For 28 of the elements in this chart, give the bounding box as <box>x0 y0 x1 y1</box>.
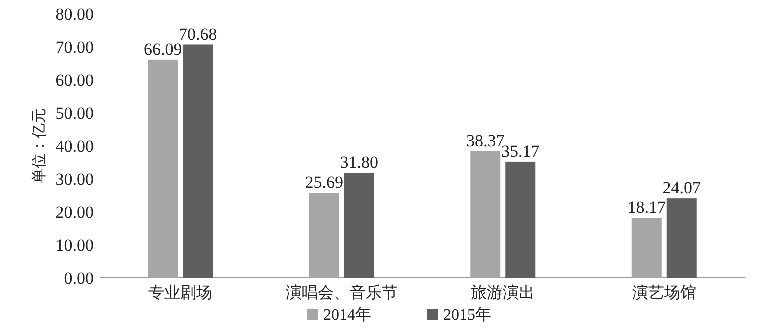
bar <box>344 173 374 278</box>
y-axis-title: 单位：亿元 <box>31 108 48 184</box>
y-tick-label: 60.00 <box>56 71 94 90</box>
y-tick-label: 40.00 <box>56 137 94 156</box>
bar <box>506 162 536 278</box>
x-tick-label: 演唱会、音乐节 <box>286 284 398 302</box>
data-label: 18.17 <box>628 198 666 218</box>
legend-label: 2015年 <box>444 307 492 324</box>
bar <box>632 218 662 278</box>
data-label: 25.69 <box>305 173 344 192</box>
bar <box>666 198 697 278</box>
y-tick-label: 30.00 <box>56 170 94 189</box>
y-tick-label: 10.00 <box>56 236 94 255</box>
bar <box>309 193 340 278</box>
legend-label: 2014年 <box>324 307 372 324</box>
y-tick-label: 80.00 <box>56 5 94 24</box>
bar <box>148 60 178 278</box>
data-label: 24.07 <box>662 178 702 198</box>
bar <box>470 151 501 278</box>
data-label: 31.80 <box>340 153 378 172</box>
y-tick-label: 0.00 <box>64 269 94 288</box>
x-tick-label: 演艺场馆 <box>632 284 696 302</box>
y-tick-label: 20.00 <box>56 203 94 222</box>
y-tick-label: 50.00 <box>56 104 94 123</box>
x-tick-label: 专业剧场 <box>148 284 213 302</box>
x-tick-label: 旅游演出 <box>471 284 536 302</box>
y-tick-label: 70.00 <box>56 38 94 57</box>
bar <box>183 44 214 278</box>
